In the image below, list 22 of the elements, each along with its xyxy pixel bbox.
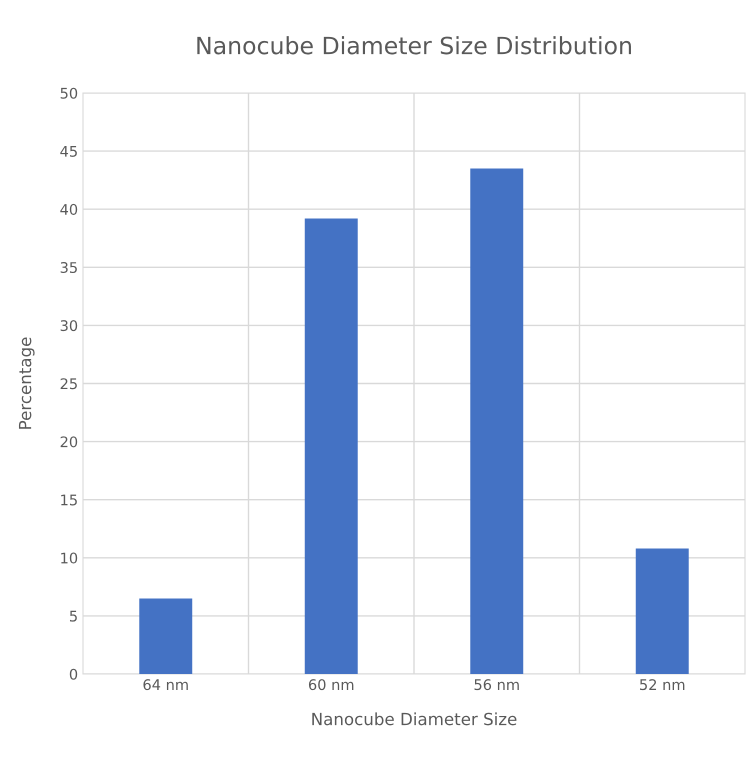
bar: [470, 168, 524, 674]
y-tick-label: 25: [60, 378, 77, 390]
bar: [636, 548, 689, 674]
y-tick-label: 10: [61, 552, 78, 564]
x-axis-title: Nanocube Diameter Size: [312, 712, 516, 726]
y-tick-label: 20: [60, 436, 78, 448]
bar: [139, 598, 192, 674]
x-tick-label: 64 nm: [143, 679, 188, 690]
x-tick-label: 60 nm: [308, 679, 354, 690]
chart-title: Nanocube Diameter Size Distribution: [197, 36, 631, 54]
bar: [304, 218, 358, 674]
y-tick-label: 5: [70, 610, 77, 622]
x-tick-label: 56 nm: [474, 679, 519, 690]
y-tick-label: 40: [60, 204, 78, 215]
x-tick-label: 52 nm: [640, 679, 684, 690]
y-tick-label: 0: [70, 668, 78, 680]
y-tick-label: 45: [60, 146, 77, 157]
y-tick-label: 50: [60, 88, 78, 99]
y-tick-label: 15: [61, 494, 77, 506]
y-axis-title: Percentage: [18, 338, 35, 429]
y-tick-label: 30: [60, 320, 78, 332]
y-tick-label: 35: [60, 262, 77, 274]
